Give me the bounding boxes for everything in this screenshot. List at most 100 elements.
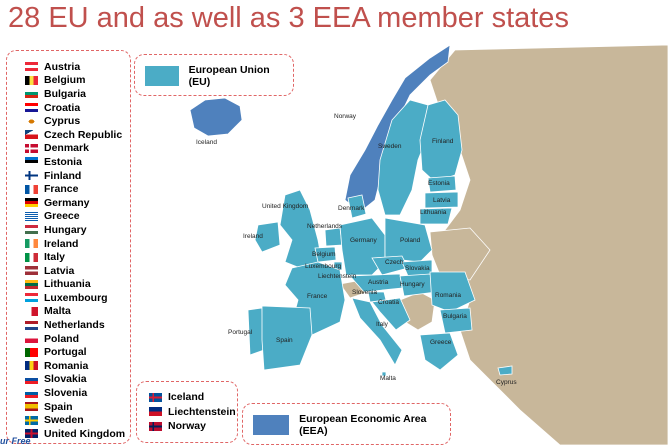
country-list-item: Ireland <box>25 237 125 251</box>
finland-shape <box>419 99 463 183</box>
country-name: Croatia <box>44 101 81 114</box>
country-list-item: Denmark <box>25 142 125 156</box>
country-list-item: Estonia <box>25 155 125 169</box>
sweden-shape <box>377 99 431 216</box>
map-label-czech: Czech <box>385 259 404 266</box>
country-name: Iceland <box>168 391 205 404</box>
europe-map: Iceland Norway Sweden Finland Estonia La… <box>189 44 668 446</box>
map-label-austria: Austria <box>368 279 389 286</box>
country-list-item: Spain <box>25 400 125 414</box>
latvia-shape <box>424 191 459 209</box>
country-name: Norway <box>168 420 206 433</box>
map-label-slovakia: Slovakia <box>405 265 430 272</box>
country-name: Malta <box>44 305 71 318</box>
iceland-flag-icon <box>149 392 162 402</box>
country-name: Luxembourg <box>44 291 108 304</box>
italy-flag-icon <box>25 252 38 262</box>
finland-flag-icon <box>25 171 38 181</box>
country-list-item: Austria <box>25 60 125 74</box>
ireland-flag-icon <box>25 239 38 249</box>
eea-legend: European Economic Area (EEA) <box>242 403 451 445</box>
country-name: Poland <box>44 332 80 345</box>
country-list-item: Latvia <box>25 264 125 278</box>
map-label-france: France <box>307 293 328 300</box>
country-list-item: Portugal <box>25 345 125 359</box>
map-label-hungary: Hungary <box>400 281 425 288</box>
norway-flag-icon <box>149 421 162 431</box>
estonia-flag-icon <box>25 157 38 167</box>
liechtenstein-flag-icon <box>149 407 162 417</box>
map-label-malta: Malta <box>380 375 396 382</box>
country-name: Liechtenstein <box>168 405 236 418</box>
croatia-flag-icon <box>25 103 38 113</box>
country-name: Slovenia <box>44 387 88 400</box>
luxembourg-shape <box>333 261 343 271</box>
country-name: Ireland <box>44 237 79 250</box>
hungary-flag-icon <box>25 225 38 235</box>
country-list-item: Malta <box>25 305 125 319</box>
country-list-item: Czech Republic <box>25 128 125 142</box>
eea-legend-label: European Economic Area (EEA) <box>299 413 427 437</box>
map-label-belgium: Belgium <box>312 251 335 258</box>
country-name: Italy <box>44 251 66 264</box>
slovenia-flag-icon <box>25 388 38 398</box>
country-list-item: Finland <box>25 169 125 183</box>
czech-republic-flag-icon <box>25 130 38 140</box>
country-list-item: Greece <box>25 210 125 224</box>
eea-country-list: Iceland Liechtenstein Norway <box>136 381 238 443</box>
page-title: 28 EU and as well as 3 EEA member states <box>8 2 569 34</box>
ireland-shape <box>254 221 281 253</box>
poland-flag-icon <box>25 334 38 344</box>
country-list-item: Hungary <box>25 223 125 237</box>
country-name: Romania <box>44 359 89 372</box>
country-list-item: Romania <box>25 359 125 373</box>
italy-shape <box>351 297 403 366</box>
map-label-poland: Poland <box>400 237 421 244</box>
country-list-item: Lithuania <box>25 278 125 292</box>
country-list-item: Norway <box>149 419 236 434</box>
country-list-item: Iceland <box>149 390 236 405</box>
map-label-united-kingdom: United Kingdom <box>262 203 308 210</box>
country-name: Latvia <box>44 264 75 277</box>
country-list-item: Bulgaria <box>25 87 125 101</box>
map-label-liechtenstein: Liechtenstein <box>318 273 357 280</box>
country-name: Slovakia <box>44 373 87 386</box>
map-label-luxembourg: Luxembourg <box>305 263 342 270</box>
germany-flag-icon <box>25 198 38 208</box>
eu-legend: European Union (EU) <box>134 54 294 96</box>
country-name: Estonia <box>44 155 82 168</box>
map-label-germany: Germany <box>350 237 377 244</box>
portugal-flag-icon <box>25 347 38 357</box>
bulgaria-shape <box>439 307 473 334</box>
country-list-item: Cyprus <box>25 114 125 128</box>
cyprus-flag-icon <box>25 116 38 126</box>
luxembourg-flag-icon <box>25 293 38 303</box>
country-list-item: Netherlands <box>25 318 125 332</box>
country-name: Czech Republic <box>44 128 123 141</box>
map-label-cyprus: Cyprus <box>496 379 517 386</box>
country-list-item: Belgium <box>25 74 125 88</box>
country-list-item: Slovenia <box>25 386 125 400</box>
lithuania-flag-icon <box>25 279 38 289</box>
eu-country-list: Austria Belgium Bulgaria Croatia Cyprus Czech… <box>6 50 131 444</box>
country-list-item: Slovakia <box>25 373 125 387</box>
country-name: Denmark <box>44 142 89 155</box>
map-label-greece: Greece <box>430 339 452 346</box>
map-label-bulgaria: Bulgaria <box>443 313 467 320</box>
estonia-shape <box>427 175 457 193</box>
country-name: Hungary <box>44 223 87 236</box>
map-label-lithuania: Lithuania <box>420 209 447 216</box>
country-name: Belgium <box>44 74 86 87</box>
france-flag-icon <box>25 184 38 194</box>
map-label-italy: Italy <box>376 321 389 328</box>
country-list-item: Italy <box>25 250 125 264</box>
map-label-denmark: Denmark <box>338 205 365 212</box>
country-name: Spain <box>44 400 73 413</box>
latvia-flag-icon <box>25 266 38 276</box>
country-list-item: United Kingdom <box>25 427 125 441</box>
map-label-latvia: Latvia <box>433 197 451 204</box>
country-name: Germany <box>44 196 90 209</box>
country-name: United Kingdom <box>44 427 126 440</box>
map-label-spain: Spain <box>276 337 293 344</box>
belgium-flag-icon <box>25 75 38 85</box>
